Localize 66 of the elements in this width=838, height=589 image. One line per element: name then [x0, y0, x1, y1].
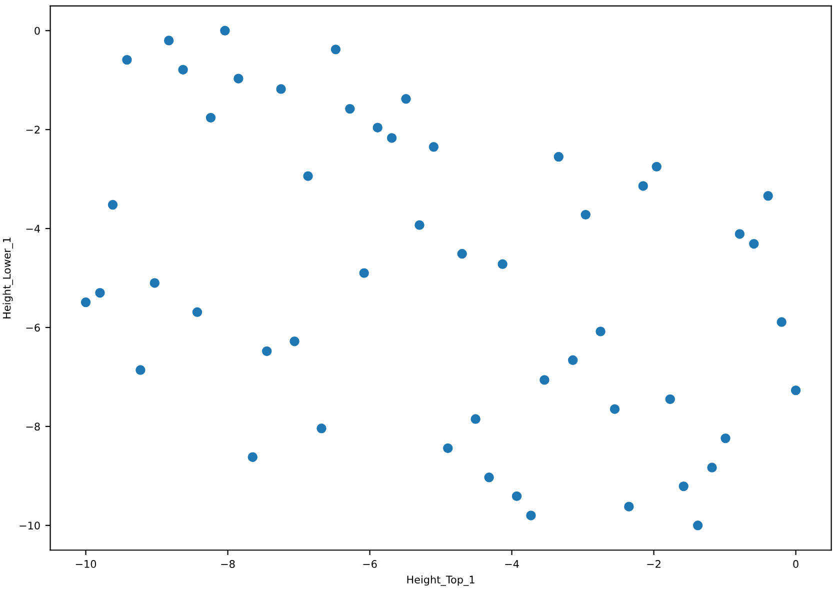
point: [428, 142, 439, 152]
point: [749, 239, 759, 249]
point: [345, 104, 355, 114]
y-axis-title: Height_Lower_1: [2, 238, 14, 318]
y-tick-label: −10: [20, 522, 40, 530]
x-tick-label: −2: [647, 560, 660, 568]
point: [372, 122, 382, 132]
point: [108, 200, 118, 210]
point: [720, 433, 730, 444]
point: [624, 502, 634, 512]
point: [540, 375, 550, 385]
point: [178, 64, 188, 75]
point: [580, 210, 590, 220]
point: [526, 510, 536, 520]
x-tick-label: 0: [793, 560, 798, 568]
point: [652, 162, 662, 172]
point: [150, 278, 160, 288]
point: [220, 26, 230, 36]
y-tick-label: −4: [26, 224, 40, 232]
point: [470, 414, 480, 424]
point: [678, 481, 688, 492]
y-tick-label: 0: [34, 26, 40, 35]
point: [206, 112, 216, 123]
y-tick-label: −2: [26, 126, 40, 134]
point: [414, 220, 424, 230]
y-tick-label: −8: [26, 422, 40, 431]
point: [443, 443, 453, 454]
point: [386, 133, 397, 143]
point: [359, 268, 369, 278]
y-tick-label: −6: [26, 324, 40, 332]
point: [554, 152, 564, 162]
point: [692, 520, 703, 530]
point: [707, 462, 717, 472]
point: [776, 317, 786, 327]
point: [512, 491, 522, 502]
point: [164, 36, 174, 46]
point: [763, 191, 773, 201]
point: [790, 385, 801, 396]
point: [80, 297, 91, 308]
x-tick-label: −6: [363, 560, 377, 568]
point: [330, 44, 341, 54]
point: [136, 365, 146, 375]
x-tick-label: −10: [76, 560, 96, 568]
point: [401, 94, 411, 104]
point: [276, 84, 286, 94]
point: [290, 336, 300, 346]
point: [610, 404, 620, 414]
point: [95, 288, 105, 298]
point: [457, 248, 467, 259]
point: [234, 74, 244, 84]
x-tick-label: −8: [221, 560, 235, 568]
point: [192, 307, 202, 318]
point: [484, 472, 494, 482]
point: [262, 346, 272, 356]
point: [316, 424, 326, 434]
point: [568, 355, 578, 365]
point: [122, 54, 132, 65]
point: [596, 326, 606, 336]
x-axis-title: Height_Top_1: [407, 575, 474, 586]
point: [665, 394, 675, 404]
point: [248, 452, 258, 462]
point: [734, 229, 745, 239]
point: [638, 181, 648, 191]
point: [498, 259, 508, 270]
x-tick-label: −4: [505, 560, 519, 568]
point: [303, 171, 313, 181]
